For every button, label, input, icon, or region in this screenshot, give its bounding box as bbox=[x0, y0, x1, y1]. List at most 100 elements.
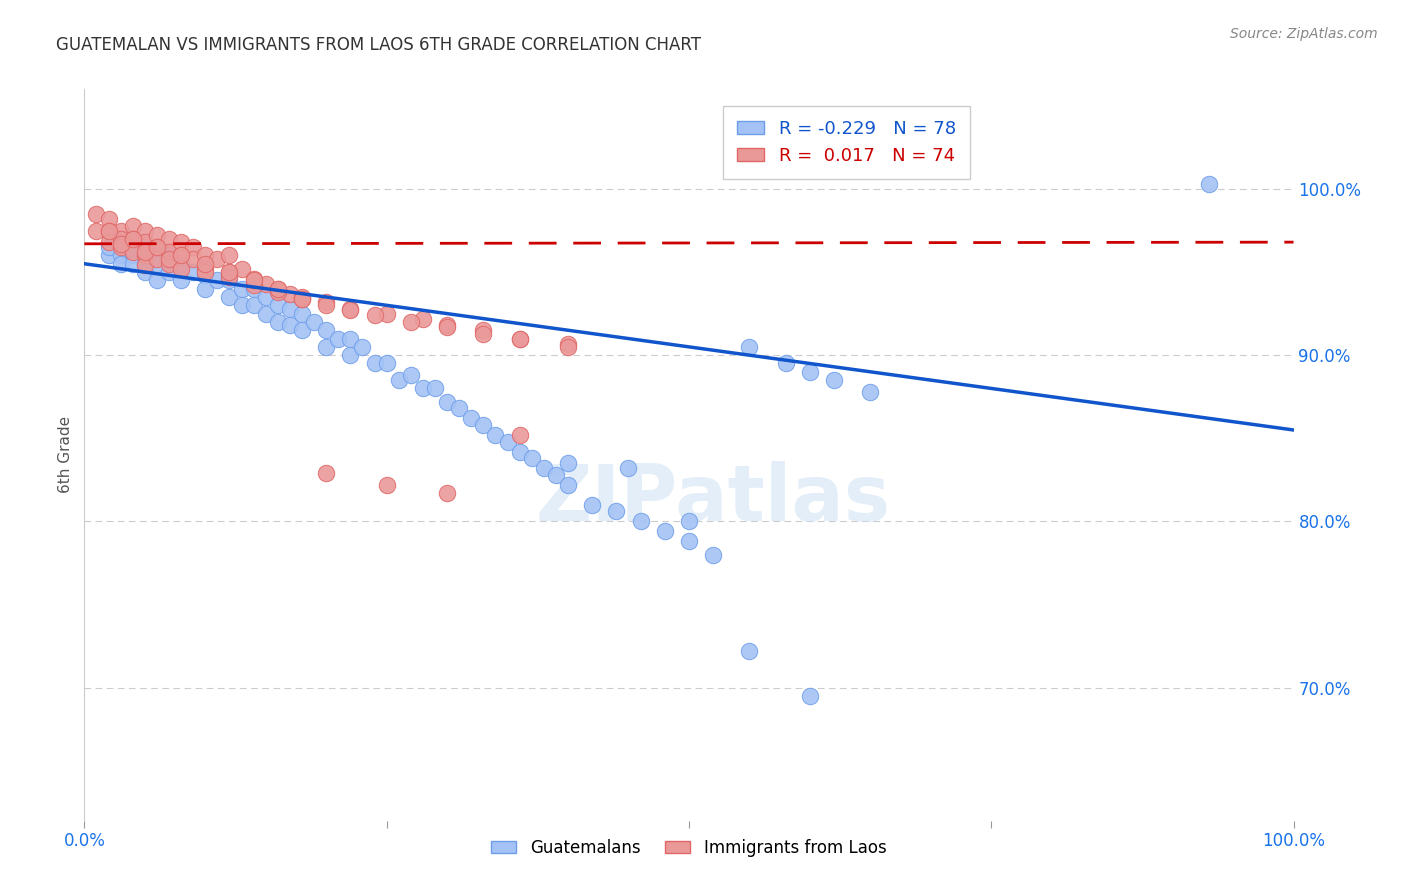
Point bbox=[472, 326, 495, 341]
Point bbox=[181, 240, 204, 254]
Point bbox=[617, 461, 640, 475]
Point bbox=[254, 290, 277, 304]
Point bbox=[278, 318, 301, 333]
Point bbox=[678, 515, 700, 529]
Point bbox=[242, 273, 264, 287]
Point bbox=[86, 223, 108, 237]
Point bbox=[291, 323, 314, 337]
Point bbox=[121, 248, 143, 262]
Point bbox=[799, 689, 821, 703]
Point bbox=[339, 348, 361, 362]
Point bbox=[352, 340, 374, 354]
Point bbox=[97, 240, 120, 254]
Point bbox=[97, 248, 120, 262]
Point bbox=[218, 270, 240, 285]
Point bbox=[509, 428, 531, 442]
Point bbox=[436, 486, 458, 500]
Point bbox=[291, 307, 314, 321]
Point bbox=[110, 223, 132, 237]
Point bbox=[110, 257, 132, 271]
Point bbox=[194, 261, 217, 276]
Point bbox=[207, 273, 229, 287]
Point bbox=[267, 282, 290, 296]
Point bbox=[799, 365, 821, 379]
Point bbox=[194, 248, 217, 262]
Point bbox=[315, 298, 337, 312]
Point bbox=[146, 240, 169, 254]
Point bbox=[678, 534, 700, 549]
Point bbox=[278, 301, 301, 316]
Point bbox=[436, 318, 458, 333]
Point bbox=[121, 232, 143, 246]
Point bbox=[134, 235, 156, 249]
Point bbox=[399, 315, 422, 329]
Point bbox=[194, 257, 217, 271]
Point bbox=[194, 265, 217, 279]
Point bbox=[1198, 177, 1220, 191]
Point bbox=[436, 320, 458, 334]
Point bbox=[484, 428, 506, 442]
Point bbox=[110, 236, 132, 251]
Point bbox=[218, 265, 240, 279]
Text: Source: ZipAtlas.com: Source: ZipAtlas.com bbox=[1230, 27, 1378, 41]
Point bbox=[630, 515, 652, 529]
Point bbox=[738, 644, 761, 658]
Point bbox=[605, 504, 627, 518]
Point bbox=[170, 261, 193, 276]
Point bbox=[146, 228, 169, 243]
Point bbox=[859, 384, 882, 399]
Point bbox=[231, 298, 253, 312]
Point bbox=[315, 467, 337, 481]
Point bbox=[509, 332, 531, 346]
Point bbox=[339, 301, 361, 316]
Point bbox=[449, 401, 471, 416]
Point bbox=[218, 265, 240, 279]
Point bbox=[775, 357, 797, 371]
Point bbox=[291, 290, 314, 304]
Point bbox=[375, 357, 398, 371]
Point bbox=[134, 245, 156, 260]
Point bbox=[328, 332, 350, 346]
Point bbox=[339, 303, 361, 318]
Point bbox=[194, 282, 217, 296]
Point bbox=[472, 417, 495, 432]
Point bbox=[170, 273, 193, 287]
Point bbox=[291, 292, 314, 306]
Point bbox=[509, 332, 531, 346]
Point bbox=[181, 265, 204, 279]
Point bbox=[97, 235, 120, 249]
Point bbox=[460, 411, 482, 425]
Point bbox=[544, 467, 567, 482]
Point bbox=[121, 257, 143, 271]
Point bbox=[134, 265, 156, 279]
Point bbox=[194, 268, 217, 283]
Point bbox=[388, 373, 411, 387]
Point bbox=[533, 461, 555, 475]
Point bbox=[110, 248, 132, 262]
Point bbox=[557, 336, 579, 351]
Y-axis label: 6th Grade: 6th Grade bbox=[58, 417, 73, 493]
Point bbox=[375, 307, 398, 321]
Point bbox=[170, 257, 193, 271]
Point bbox=[339, 332, 361, 346]
Point bbox=[399, 368, 422, 383]
Point bbox=[97, 223, 120, 237]
Point bbox=[375, 478, 398, 492]
Point bbox=[170, 248, 193, 262]
Point bbox=[254, 307, 277, 321]
Point bbox=[302, 315, 325, 329]
Point bbox=[121, 245, 143, 260]
Point bbox=[242, 278, 264, 293]
Point bbox=[110, 240, 132, 254]
Point bbox=[157, 232, 180, 246]
Point bbox=[146, 257, 169, 271]
Point bbox=[267, 298, 290, 312]
Text: GUATEMALAN VS IMMIGRANTS FROM LAOS 6TH GRADE CORRELATION CHART: GUATEMALAN VS IMMIGRANTS FROM LAOS 6TH G… bbox=[56, 36, 702, 54]
Point bbox=[242, 298, 264, 312]
Point bbox=[121, 240, 143, 254]
Point bbox=[738, 340, 761, 354]
Point bbox=[157, 252, 180, 266]
Point bbox=[157, 245, 180, 260]
Point bbox=[86, 207, 108, 221]
Point bbox=[581, 498, 603, 512]
